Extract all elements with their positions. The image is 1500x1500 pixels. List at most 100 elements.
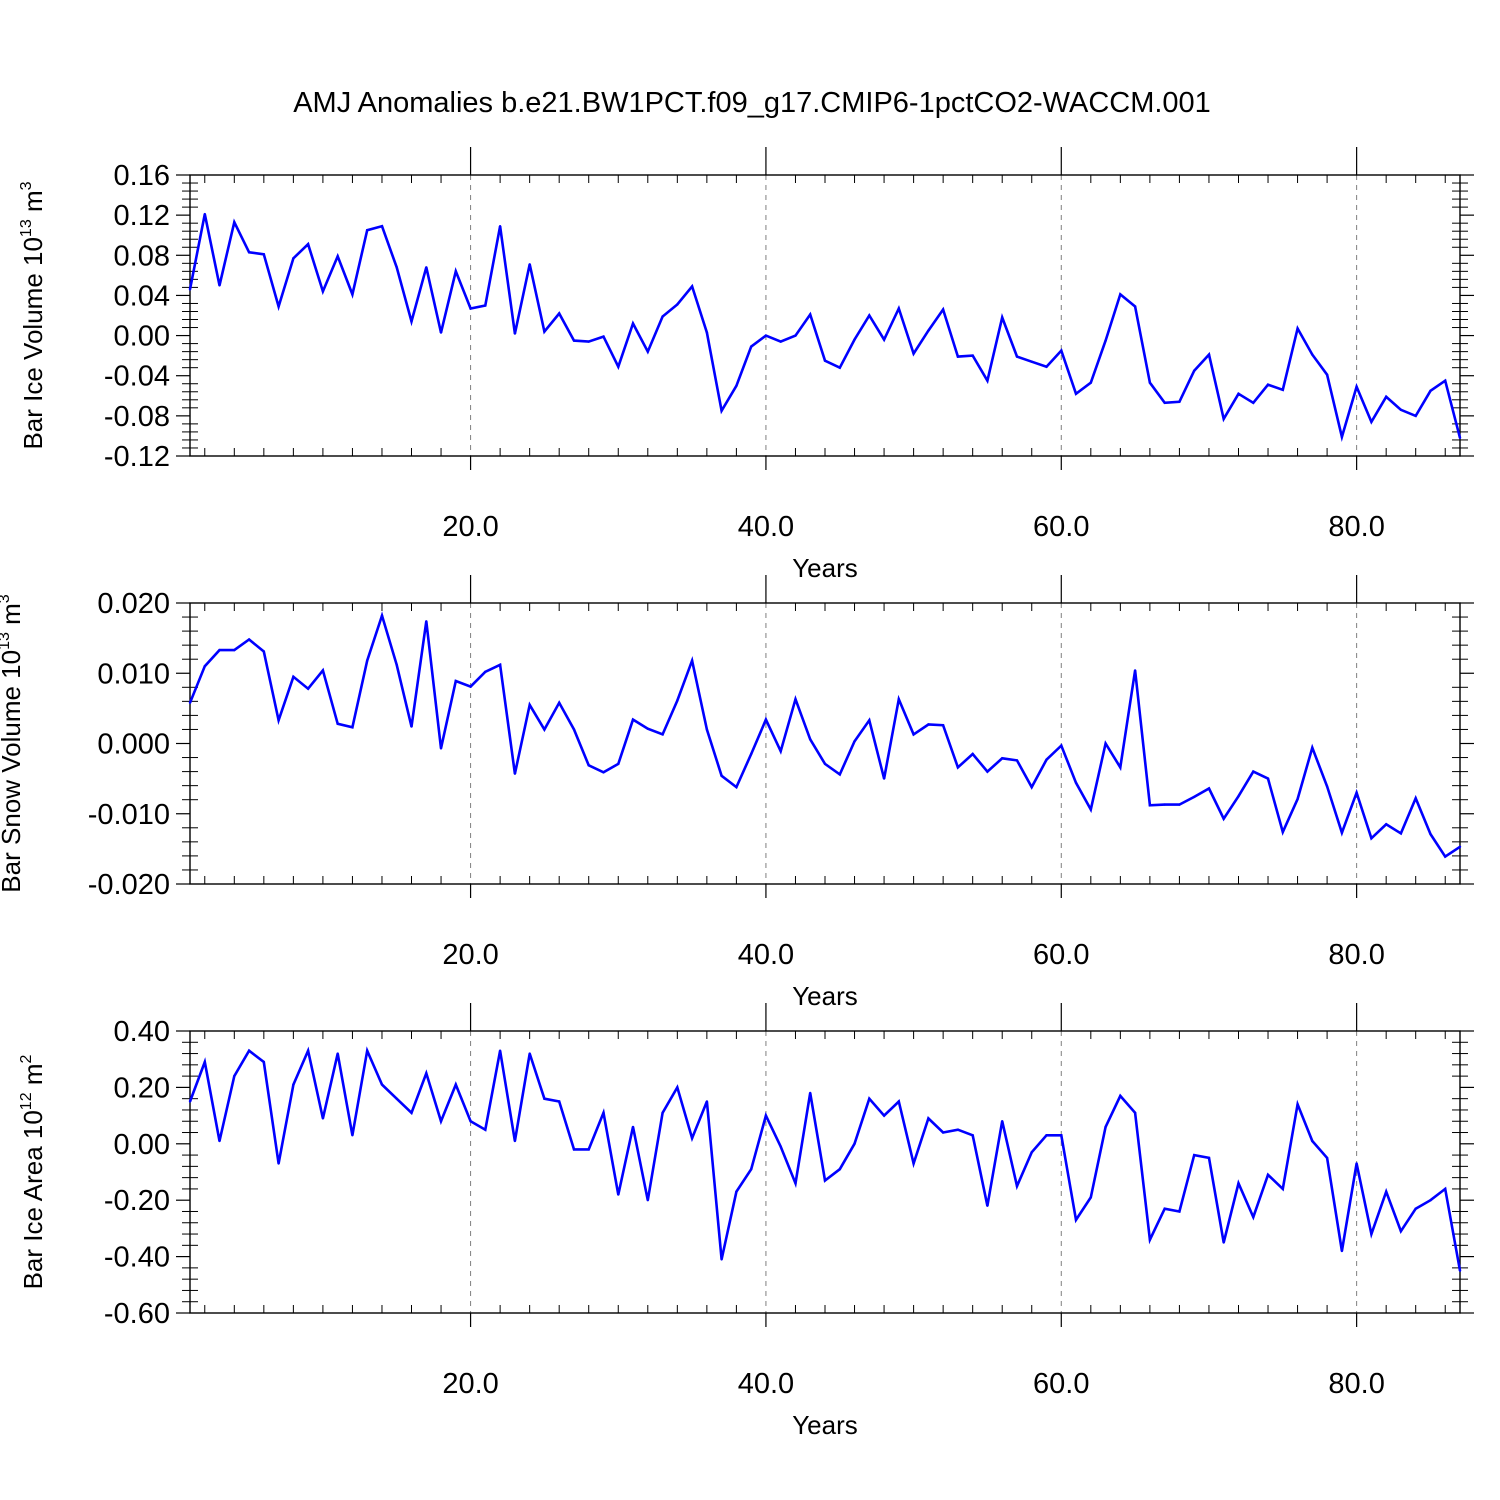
data-point [735,1190,738,1193]
data-point [262,1060,265,1064]
y-axis-label-part: m [18,1063,48,1092]
data-point [1163,401,1166,404]
data-point [262,253,265,256]
data-point [587,340,590,343]
y-tick-label: 0.40 [114,1016,170,1048]
data-point [868,1097,871,1100]
data-point [572,1148,576,1151]
data-point [1001,1120,1004,1123]
data-point [277,719,280,722]
data-point [543,728,546,731]
data-point [794,698,797,701]
x-tick-label: 60.0 [1033,1368,1089,1400]
data-point [1385,395,1388,398]
data-point [1045,758,1048,761]
data-point [631,1125,635,1129]
data-point [764,1114,768,1117]
data-point [1193,369,1196,372]
y-tick-label: 0.000 [97,729,170,761]
data-point [1266,777,1270,780]
data-point [1325,1156,1329,1160]
data-point [809,313,812,316]
series-line [188,611,1461,859]
data-point [1060,349,1063,352]
data-point [602,335,605,338]
data-point [897,1100,900,1103]
data-point [676,303,679,306]
data-point [498,225,502,228]
data-point [764,334,768,337]
data-point [1355,385,1358,388]
data-point [1252,1215,1255,1219]
data-point [366,1049,369,1052]
data-point [1296,327,1299,330]
data-point [439,1120,443,1123]
data-point [617,762,620,766]
x-tick-label: 60.0 [1033,939,1089,971]
y-tick-label: 0.16 [114,160,170,192]
data-point [1030,360,1033,363]
data-point [1193,795,1196,799]
data-point [794,1182,797,1185]
data-point [233,648,236,652]
data-point [941,308,945,311]
x-tick-label: 80.0 [1328,939,1384,971]
data-point [410,1111,413,1115]
data-point [779,750,782,753]
data-point [912,1162,915,1165]
y-axis-label-superscript: 12 [18,1092,35,1110]
data-point [277,305,280,308]
data-point [1178,400,1181,403]
chart-title: AMJ Anomalies b.e21.BW1PCT.f09_g17.CMIP6… [293,87,1211,119]
data-point [572,728,576,731]
data-point [941,1131,945,1134]
data-point [853,338,856,341]
data-point [1340,831,1344,834]
x-tick-label: 40.0 [738,939,794,971]
data-point [1119,293,1122,296]
plot-frame [189,602,1461,885]
data-point [1458,436,1462,440]
data-point [1030,785,1033,789]
data-point [247,251,251,254]
data-point [1015,759,1019,762]
data-point [1325,785,1329,788]
data-point [587,1148,590,1151]
data-point [1030,1151,1033,1154]
data-point [868,719,871,722]
y-axis-label-part: Bar Snow Volume 10 [0,650,26,893]
data-point [558,1100,561,1103]
data-point [1414,414,1417,418]
data-point [336,1052,339,1055]
data-point [927,723,930,726]
data-point [292,675,295,678]
data-point [1266,1173,1270,1177]
data-point [1399,408,1403,411]
data-point [425,1072,428,1075]
data-point [690,1137,694,1140]
data-point [602,771,605,774]
data-point [380,225,384,228]
y-tick-label: 0.00 [114,1129,170,1161]
data-point [454,270,457,273]
plot-frame [189,1030,1461,1314]
data-point [971,354,974,357]
data-point [233,221,236,224]
data-point [912,733,915,736]
data-point [454,679,457,683]
data-point [469,685,472,688]
data-point [1060,1134,1063,1137]
data-point [1414,797,1417,800]
data-point [809,738,812,741]
data-point [838,773,841,776]
data-point [188,701,192,704]
data-point [513,332,517,335]
data-point [779,1145,782,1148]
data-point [1089,381,1093,384]
data-point [705,1100,709,1103]
panel-ice-area: -0.60 -0.40 -0.20 0.00 0.20 0.40 20.0 40.0 60.0 8… [18,1003,1474,1440]
data-point [1237,392,1240,395]
data-point [646,1199,649,1202]
data-point [735,785,738,789]
